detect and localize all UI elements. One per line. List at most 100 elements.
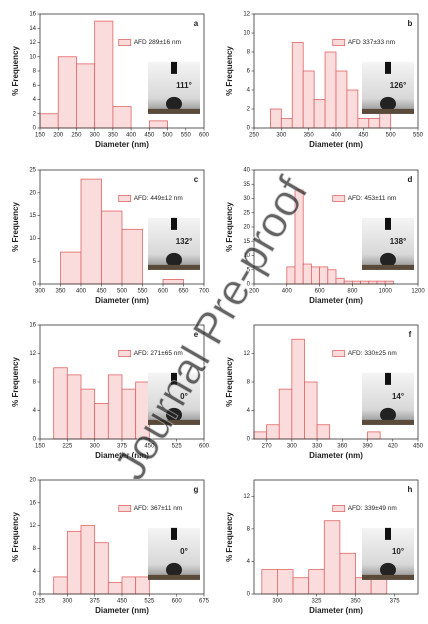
x-tick-label: 250 — [71, 133, 82, 139]
panel-label: a — [194, 19, 199, 28]
bar — [367, 431, 381, 440]
x-tick-label: 450 — [117, 599, 128, 605]
x-tick-label: 400 — [331, 133, 342, 139]
y-tick-label: 8 — [33, 380, 37, 386]
droplet — [380, 562, 396, 577]
bar — [343, 280, 353, 285]
x-tick-label: 420 — [388, 444, 399, 450]
bar — [261, 569, 278, 595]
y-tick-label: 0 — [247, 437, 251, 443]
x-tick-label: 225 — [62, 444, 73, 450]
x-tick-label: 550 — [137, 289, 148, 295]
x-axis-label: Diameter (nm) — [309, 140, 363, 149]
droplet — [166, 252, 182, 267]
bar — [112, 106, 132, 129]
legend-label: AFD: 339±49 nm — [348, 505, 397, 512]
x-tick-label: 350 — [351, 599, 362, 605]
x-tick-label: 1200 — [411, 289, 425, 295]
x-tick-label: 600 — [172, 599, 183, 605]
x-tick-label: 550 — [413, 133, 424, 139]
x-tick-label: 450 — [358, 133, 369, 139]
y-tick-label: 6 — [247, 69, 251, 75]
x-tick-label: 500 — [163, 133, 174, 139]
bar — [253, 431, 268, 440]
legend-swatch — [332, 39, 346, 46]
x-tick-label: 300 — [90, 444, 101, 450]
y-tick-label: 0 — [247, 126, 251, 132]
bar — [148, 120, 168, 129]
bar — [302, 263, 312, 285]
y-tick-label: 2 — [247, 107, 251, 113]
y-tick-label: 8 — [33, 546, 37, 552]
substrate — [362, 108, 414, 114]
y-tick-label: 12 — [29, 523, 36, 529]
x-tick-label: 360 — [337, 444, 348, 450]
bar — [101, 210, 123, 285]
y-tick-label: 4 — [33, 569, 37, 575]
legend-label: AFD 337±33 nm — [348, 39, 395, 46]
bar — [339, 552, 356, 595]
substrate — [148, 419, 200, 425]
bar — [368, 118, 381, 129]
y-tick-label: 8 — [247, 380, 251, 386]
needle — [171, 527, 177, 540]
x-tick-label: 600 — [158, 289, 169, 295]
panel-label: h — [408, 485, 413, 494]
x-tick-label: 330 — [312, 444, 323, 450]
legend-label: AFD: 271±65 nm — [134, 350, 183, 357]
bar — [60, 251, 82, 285]
bar — [319, 266, 329, 285]
y-tick-label: 25 — [243, 210, 250, 216]
x-tick-label: 800 — [347, 289, 358, 295]
y-tick-label: 4 — [33, 97, 37, 103]
bar — [291, 338, 305, 440]
y-tick-label: 0 — [33, 592, 37, 598]
x-tick-label: 350 — [304, 133, 315, 139]
x-tick-label: 270 — [262, 444, 273, 450]
y-tick-label: 12 — [29, 40, 36, 46]
y-tick-label: 4 — [247, 559, 251, 565]
bar — [57, 56, 77, 129]
bar — [292, 577, 310, 595]
contact-angle: 14° — [392, 392, 404, 401]
y-tick-label: 0 — [247, 592, 251, 598]
y-tick-label: 10 — [243, 253, 250, 259]
needle — [385, 527, 391, 540]
needle — [171, 61, 177, 74]
x-tick-label: 400 — [76, 289, 87, 295]
panel-label: e — [194, 330, 199, 339]
x-tick-label: 675 — [199, 599, 210, 605]
x-tick-label: 600 — [199, 133, 210, 139]
y-tick-label: 5 — [33, 259, 37, 265]
substrate — [148, 108, 200, 114]
contact-angle: 111° — [176, 81, 192, 90]
x-axis-label: Diameter (nm) — [309, 296, 363, 305]
bar — [335, 70, 348, 129]
bar — [368, 280, 378, 285]
y-tick-label: 12 — [243, 351, 250, 357]
y-tick-label: 14 — [29, 26, 36, 32]
bar — [278, 388, 293, 440]
bar — [327, 269, 337, 285]
legend-label: AFD 289±16 nm — [134, 39, 181, 46]
x-tick-label: 350 — [55, 289, 66, 295]
needle — [385, 61, 391, 74]
x-tick-label: 300 — [287, 444, 298, 450]
y-tick-label: 40 — [243, 168, 250, 174]
x-tick-label: 325 — [311, 599, 322, 605]
y-tick-label: 35 — [243, 182, 250, 188]
x-tick-label: 525 — [172, 444, 183, 450]
x-tick-label: 450 — [144, 133, 155, 139]
y-axis-label: % Frequency — [225, 46, 234, 96]
y-tick-label: 20 — [29, 190, 36, 196]
x-tick-label: 300 — [35, 289, 46, 295]
bar — [121, 228, 143, 285]
y-tick-label: 8 — [247, 526, 251, 532]
substrate — [362, 264, 414, 270]
bar — [66, 374, 82, 440]
watermark: Journal Pre-proof — [105, 168, 318, 488]
droplet — [380, 252, 396, 267]
bar — [277, 569, 294, 595]
x-axis-label: Diameter (nm) — [309, 451, 363, 460]
